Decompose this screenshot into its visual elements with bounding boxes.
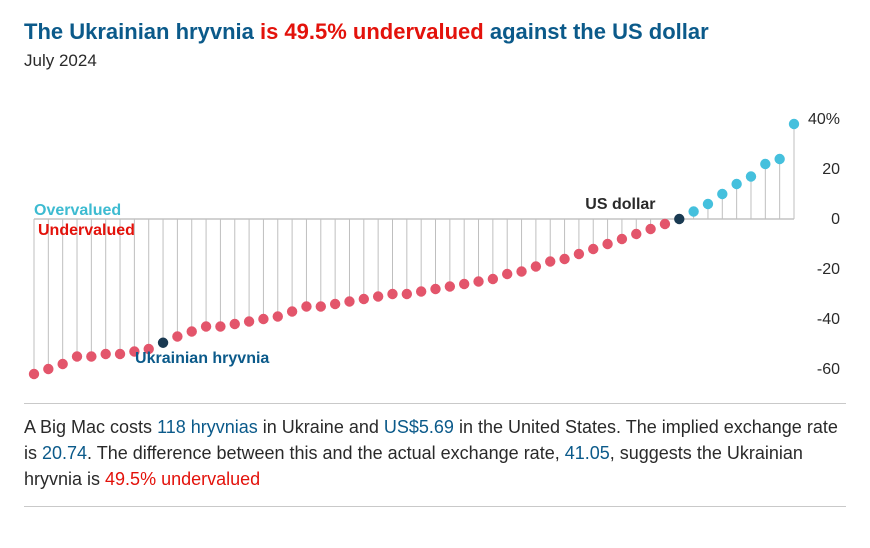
legend-overvalued: Overvalued	[34, 202, 121, 219]
dot-undervalued	[373, 291, 383, 301]
dot-undervalued	[258, 313, 268, 323]
caption-value: 49.5% undervalued	[105, 469, 260, 489]
dot-undervalued	[57, 358, 67, 368]
dot-undervalued	[115, 348, 125, 358]
y-tick-label: 40%	[808, 111, 840, 128]
dot-undervalued	[215, 321, 225, 331]
caption-value: 118 hryvnias	[157, 417, 258, 437]
dot-undervalued	[445, 281, 455, 291]
dot-overvalued	[746, 171, 756, 181]
annotation-usd: US dollar	[585, 196, 655, 213]
lollipop-chart: 40% 20 0 -20 -40 -60 Overvalued Undervalued US d…	[24, 89, 844, 389]
divider	[24, 506, 846, 507]
chart-svg: 40% 20 0 -20 -40 -60 Overvalued Undervalued US d…	[24, 89, 844, 389]
dot-undervalued	[100, 348, 110, 358]
dot-undervalued	[344, 296, 354, 306]
chart-title: The Ukrainian hryvnia is 49.5% undervalu…	[24, 18, 846, 47]
dot-undervalued	[172, 331, 182, 341]
dot-undervalued	[86, 351, 96, 361]
dot-undervalued	[29, 368, 39, 378]
caption-value: 41.05	[565, 443, 610, 463]
dot-undervalued	[187, 326, 197, 336]
dot-undervalued	[301, 301, 311, 311]
chart-subtitle: July 2024	[24, 51, 846, 71]
dot-overvalued	[760, 158, 770, 168]
dot-undervalued	[387, 288, 397, 298]
dot-overvalued	[774, 153, 784, 163]
dot-undervalued	[559, 253, 569, 263]
dot-undervalued	[588, 243, 598, 253]
dot-undervalued	[617, 233, 627, 243]
y-tick-label: -40	[817, 311, 840, 328]
dot-overvalued	[703, 198, 713, 208]
dot-uah	[158, 337, 168, 347]
dot-undervalued	[574, 248, 584, 258]
caption-value: US$5.69	[384, 417, 454, 437]
dot-undervalued	[72, 351, 82, 361]
dot-undervalued	[273, 311, 283, 321]
divider	[24, 403, 846, 404]
caption-text: A Big Mac costs	[24, 417, 157, 437]
caption-text: in Ukraine and	[258, 417, 384, 437]
dot-undervalued	[244, 316, 254, 326]
dot-undervalued	[602, 238, 612, 248]
dot-undervalued	[645, 223, 655, 233]
dot-undervalued	[473, 276, 483, 286]
y-tick-label: -60	[817, 361, 840, 378]
dot-undervalued	[660, 218, 670, 228]
title-highlight: is 49.5% undervalued	[260, 19, 484, 44]
dot-undervalued	[459, 278, 469, 288]
dot-usd	[674, 213, 684, 223]
y-tick-label: 0	[831, 211, 840, 228]
dot-undervalued	[316, 301, 326, 311]
dot-undervalued	[230, 318, 240, 328]
dot-undervalued	[531, 261, 541, 271]
dot-undervalued	[43, 363, 53, 373]
dot-undervalued	[488, 273, 498, 283]
dot-undervalued	[416, 286, 426, 296]
dot-overvalued	[688, 206, 698, 216]
dot-undervalued	[359, 293, 369, 303]
dot-undervalued	[287, 306, 297, 316]
dot-undervalued	[430, 283, 440, 293]
dot-undervalued	[631, 228, 641, 238]
dot-undervalued	[201, 321, 211, 331]
dot-undervalued	[502, 268, 512, 278]
y-tick-label: 20	[822, 161, 840, 178]
dot-overvalued	[717, 188, 727, 198]
title-prefix: The Ukrainian hryvnia	[24, 19, 260, 44]
dot-undervalued	[516, 266, 526, 276]
title-suffix: against the US dollar	[484, 19, 709, 44]
legend-undervalued: Undervalued	[38, 222, 135, 239]
caption-text: . The difference between this and the ac…	[87, 443, 565, 463]
dot-undervalued	[545, 256, 555, 266]
dot-overvalued	[731, 178, 741, 188]
dot-overvalued	[789, 118, 799, 128]
chart-caption: A Big Mac costs 118 hryvnias in Ukraine …	[24, 414, 846, 492]
caption-value: 20.74	[42, 443, 87, 463]
annotation-uah: Ukrainian hryvnia	[135, 349, 269, 366]
dot-undervalued	[402, 288, 412, 298]
dot-undervalued	[330, 298, 340, 308]
y-tick-label: -20	[817, 261, 840, 278]
